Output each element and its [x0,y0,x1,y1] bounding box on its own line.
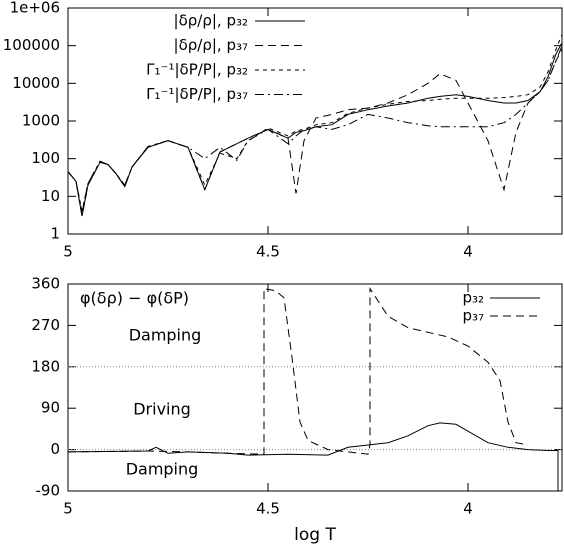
annotation: Driving [133,400,191,419]
series-line [67,42,563,217]
x-tick-label: 4 [463,243,473,261]
legend-label: Γ₁⁻¹|δP/P|, p₃₇ [146,85,248,103]
x-tick-label: 5 [63,500,73,518]
y-tick-label: 270 [31,316,60,334]
plot-frame [67,283,563,492]
legend-label: p₃₇ [462,307,484,325]
y-tick-label: 100 [31,149,60,167]
x-tick-label: 4 [463,500,473,518]
y-tick-label: 180 [31,357,60,375]
y-tick-label: 90 [41,399,60,417]
x-tick-label: 5 [63,243,73,261]
y-tick-label: 0 [50,440,60,458]
annotation: Damping [129,326,202,345]
y-tick-label: 1e+06 [10,0,60,17]
series-line [67,422,559,491]
y-tick-label: 10000 [12,74,60,92]
annotation: Damping [126,460,199,479]
series-line [67,286,529,455]
x-tick-label: 4.5 [256,243,280,261]
legend-label: Γ₁⁻¹|δP/P|, p₃₂ [146,61,248,79]
series-line [67,49,563,217]
plot-frame [67,7,563,235]
series-line [67,34,563,212]
x-tick-label: 4.5 [256,500,280,518]
y-tick-label: -90 [36,482,61,500]
legend-label: p₃₂ [462,289,484,307]
legend-label: |δρ/ρ|, p₃₇ [174,36,248,54]
y-tick-label: 10 [41,187,60,205]
annotation: φ(δρ) − φ(δP) [80,289,189,308]
legend-label: |δρ/ρ|, p₃₂ [174,12,248,30]
x-axis-label: log T [294,525,336,545]
series-line [67,45,563,212]
y-tick-label: 360 [31,275,60,293]
y-tick-label: 1000 [22,112,60,130]
y-tick-label: 1 [50,225,60,243]
y-tick-label: 100000 [3,36,60,54]
